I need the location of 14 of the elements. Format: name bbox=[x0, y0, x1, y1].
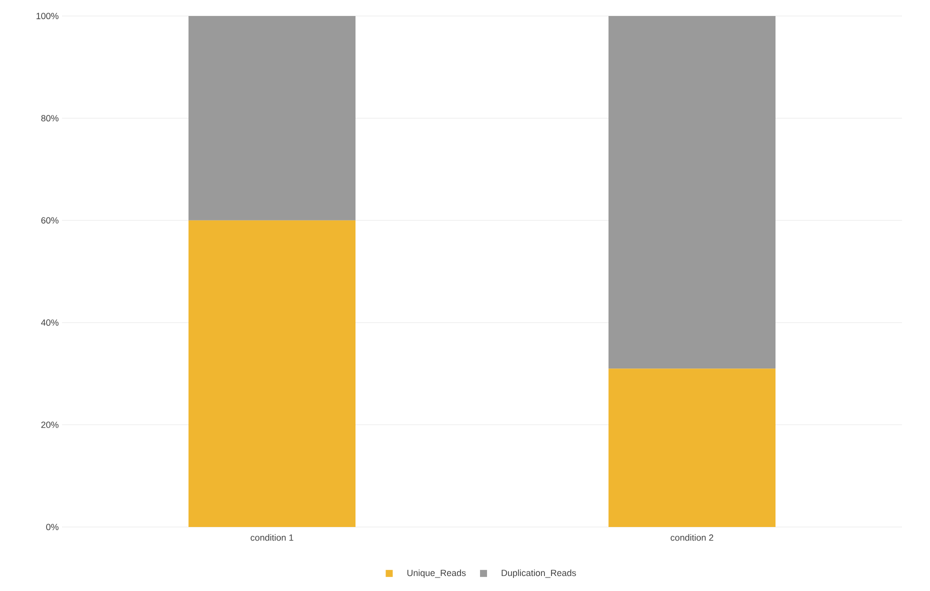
y-tick-label: 20% bbox=[41, 422, 58, 428]
x-tick-label: condition 1 bbox=[250, 534, 294, 541]
bar bbox=[608, 16, 776, 369]
y-tick-label: 100% bbox=[36, 12, 58, 20]
legend-label: Unique_Reads bbox=[407, 570, 466, 578]
bar bbox=[188, 220, 356, 527]
y-tick-label: 0% bbox=[46, 524, 58, 530]
y-tick-label: 40% bbox=[41, 319, 58, 326]
bar bbox=[188, 16, 356, 220]
x-tick-label: condition 2 bbox=[670, 534, 714, 541]
y-tick-label: 60% bbox=[41, 217, 58, 224]
legend-label: Duplication_Reads bbox=[502, 570, 576, 578]
bar bbox=[608, 368, 776, 527]
y-tick-label: 80% bbox=[41, 115, 58, 122]
